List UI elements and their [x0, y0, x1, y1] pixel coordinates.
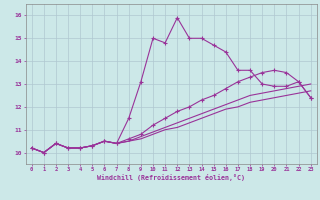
X-axis label: Windchill (Refroidissement éolien,°C): Windchill (Refroidissement éolien,°C) [97, 174, 245, 181]
